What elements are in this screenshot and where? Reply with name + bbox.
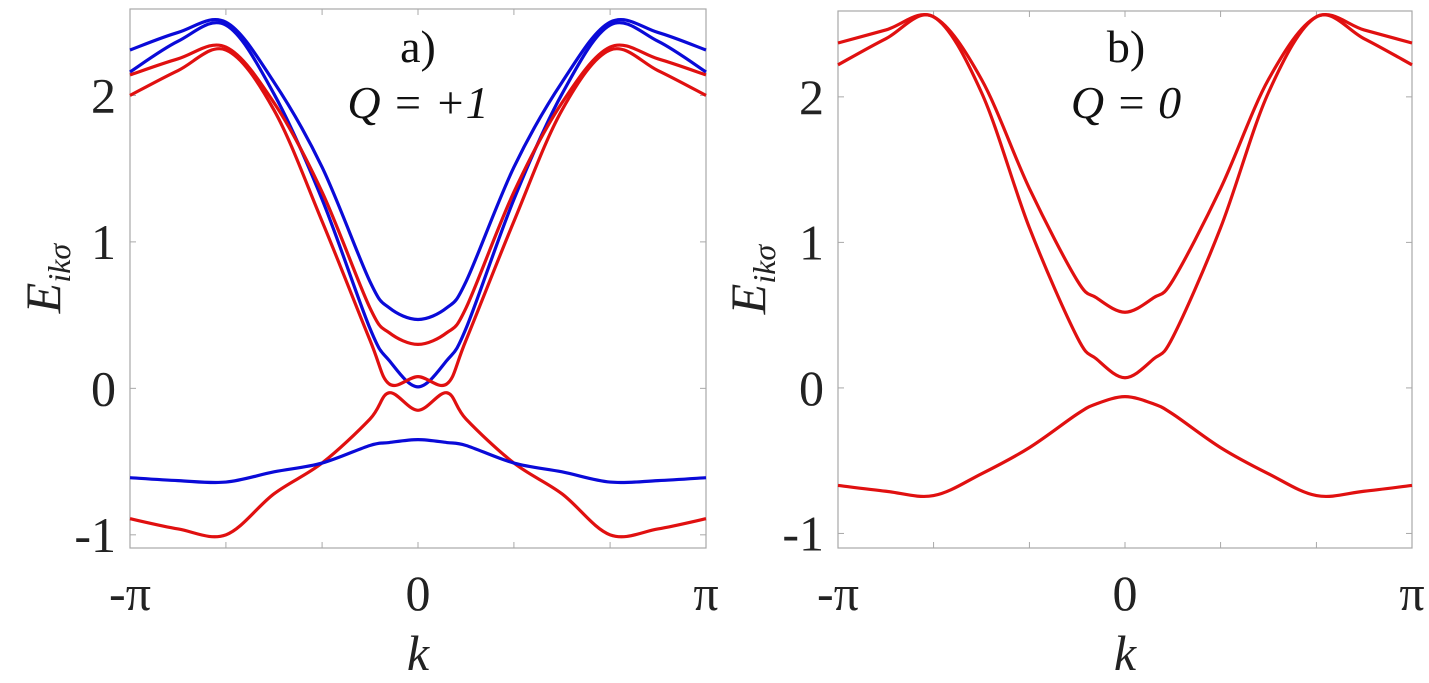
x-tick-label: -π [109,565,151,621]
y-tick-label: 2 [799,69,824,125]
series-red-2 [129,47,707,387]
series-blue-2 [129,21,707,389]
x-tick-label: 0 [406,565,431,621]
panel-label: b) [1107,21,1145,72]
y-axis-label: Eikσ [15,243,77,315]
panel-b: -1 0 1 2 -π 0 π k Eikσ b)Q = 0 [720,10,1425,681]
y-axis-label-main: E [15,283,71,315]
x-tick-label: π [693,565,718,621]
y-tick-label: 0 [91,360,116,416]
x-tick-label: π [1399,565,1424,621]
y-tick-label: 1 [799,214,824,270]
series-red-2 [837,13,1413,380]
x-tick-label: -π [817,565,859,621]
series-red-1 [837,13,1413,314]
series-red-3 [837,395,1413,498]
series-red-1 [129,43,707,347]
x-axis-label: k [407,625,430,681]
y-axis-label-subscript: ikσ [41,243,77,283]
y-axis-label: Eikσ [720,244,782,316]
y-tick-label: 1 [91,214,116,270]
series-blue-3 [129,438,707,485]
x-axis-label: k [1114,625,1137,681]
panel-a: -1 0 1 2 -π 0 π k Eikσ a)Q = +1 [15,8,719,681]
panel-annotation: Q = +1 [347,77,488,128]
y-axis-label-main: E [720,284,776,316]
y-axis-label-subscript: ikσ [746,244,782,284]
x-tick-label: 0 [1113,565,1138,621]
panel-annotation: Q = 0 [1071,77,1181,128]
y-tick-label: 0 [799,360,824,416]
y-tick-label: -1 [782,505,824,561]
y-tick-label: -1 [74,507,116,563]
y-tick-label: 2 [91,67,116,123]
series-blue-1 [129,18,707,322]
panel-label: a) [400,21,436,72]
series-red-3 [129,391,707,539]
